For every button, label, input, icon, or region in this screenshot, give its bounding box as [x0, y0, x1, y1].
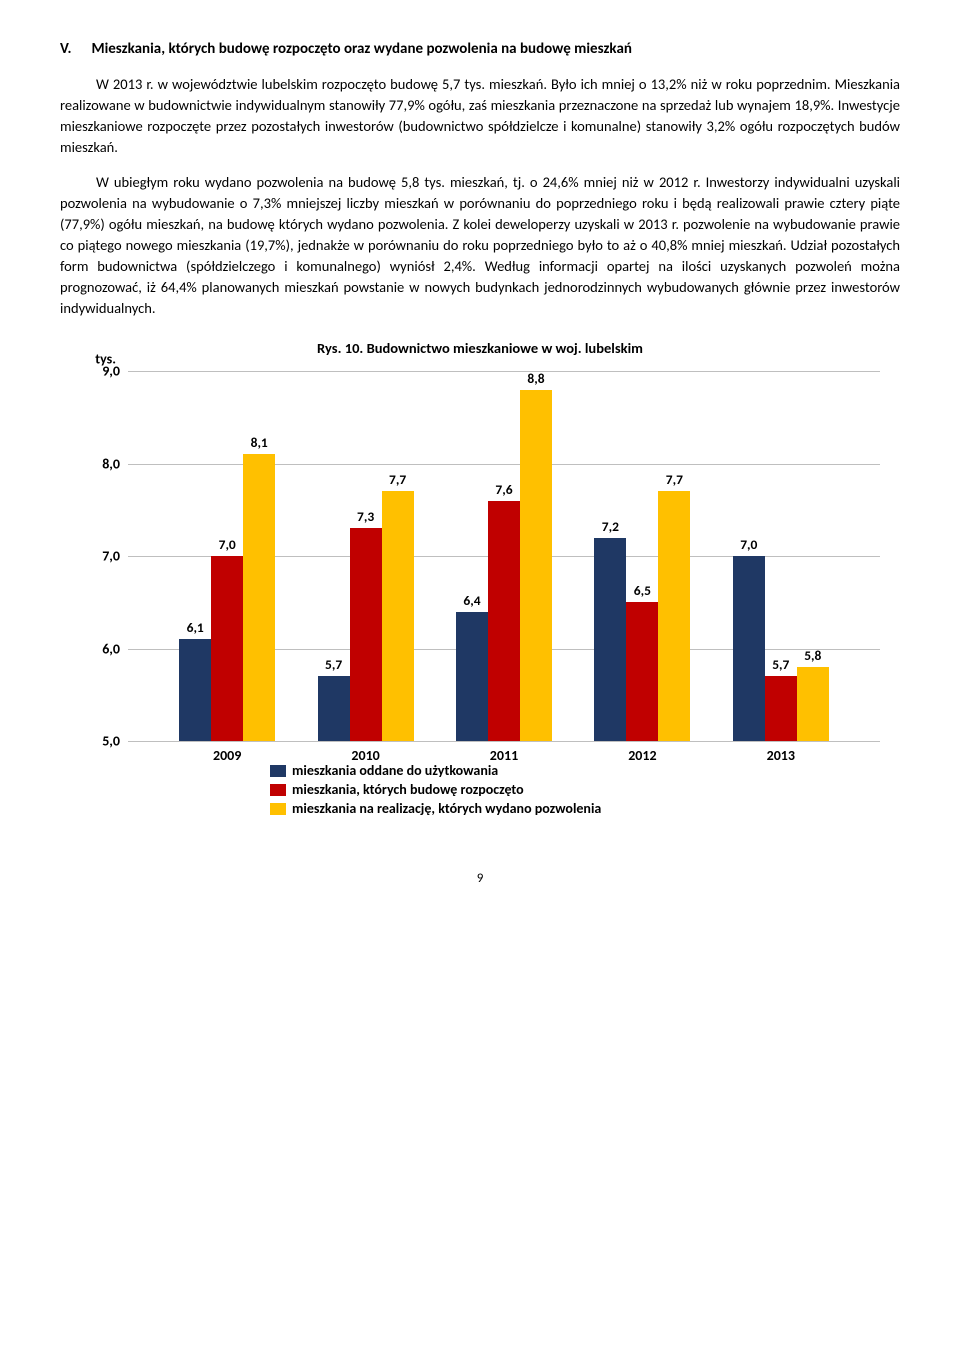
chart: 5,06,07,08,09,0tys.6,17,08,120095,77,37,… — [70, 371, 890, 811]
chart-legend-label: mieszkania, których budowę rozpoczęto — [292, 781, 524, 798]
chart-bar: 7,0 — [733, 556, 765, 741]
section-header: V. Mieszkania, których budowę rozpoczęto… — [60, 40, 900, 58]
chart-legend-label: mieszkania na realizację, których wydano… — [292, 800, 601, 817]
chart-x-tick-label: 2012 — [594, 747, 690, 764]
chart-bar: 5,7 — [318, 676, 350, 741]
chart-bar-label: 7,2 — [602, 518, 619, 535]
chart-bar: 5,7 — [765, 676, 797, 741]
chart-bar: 7,2 — [594, 538, 626, 742]
chart-bar: 7,6 — [488, 501, 520, 742]
chart-bar-group: 7,26,57,72012 — [594, 371, 690, 741]
chart-bar: 7,7 — [658, 491, 690, 741]
chart-legend-item: mieszkania oddane do użytkowania — [270, 762, 601, 779]
chart-bar: 8,8 — [520, 390, 552, 742]
chart-bar-label: 7,0 — [219, 536, 236, 553]
chart-legend-swatch — [270, 803, 286, 815]
chart-bar-label: 8,8 — [527, 370, 544, 387]
chart-plot-area: 5,06,07,08,09,0tys.6,17,08,120095,77,37,… — [128, 371, 880, 741]
chart-legend-item: mieszkania, których budowę rozpoczęto — [270, 781, 601, 798]
chart-bar-label: 7,3 — [357, 508, 374, 525]
chart-bar-label: 7,7 — [389, 471, 406, 488]
chart-y-tick-label: 6,0 — [102, 640, 120, 657]
chart-bar-label: 6,1 — [187, 619, 204, 636]
chart-bar-label: 7,6 — [495, 481, 512, 498]
chart-y-tick-label: 5,0 — [102, 733, 120, 750]
chart-bar-group: 6,17,08,12009 — [179, 371, 275, 741]
chart-bar: 8,1 — [243, 454, 275, 741]
chart-bar-label: 7,7 — [666, 471, 683, 488]
chart-bar-label: 5,8 — [804, 647, 821, 664]
chart-bar-group: 7,05,75,82013 — [733, 371, 829, 741]
chart-bar: 5,8 — [797, 667, 829, 741]
chart-bar: 7,3 — [350, 528, 382, 741]
chart-bar: 6,4 — [456, 612, 488, 742]
chart-y-tick-label: 7,0 — [102, 548, 120, 565]
chart-bar-label: 6,5 — [634, 582, 651, 599]
paragraph-1: W 2013 r. w województwie lubelskim rozpo… — [60, 74, 900, 158]
section-number: V. — [60, 40, 71, 58]
chart-x-tick-label: 2013 — [733, 747, 829, 764]
chart-bar: 6,5 — [626, 602, 658, 741]
chart-y-unit: tys. — [95, 351, 116, 368]
chart-bar-label: 8,1 — [251, 434, 268, 451]
chart-gridline — [128, 741, 880, 742]
chart-legend-label: mieszkania oddane do użytkowania — [292, 762, 498, 779]
chart-bar-group: 6,47,68,82011 — [456, 371, 552, 741]
chart-legend: mieszkania oddane do użytkowania mieszkan… — [270, 760, 601, 817]
chart-y-tick-label: 8,0 — [102, 455, 120, 472]
chart-bar: 6,1 — [179, 639, 211, 741]
chart-bar-label: 6,4 — [463, 592, 480, 609]
chart-x-tick-label: 2009 — [179, 747, 275, 764]
chart-bar-label: 5,7 — [325, 656, 342, 673]
chart-bar: 7,0 — [211, 556, 243, 741]
chart-legend-swatch — [270, 765, 286, 777]
chart-title: Rys. 10. Budownictwo mieszkaniowe w woj.… — [60, 339, 900, 357]
chart-bar-label: 5,7 — [772, 656, 789, 673]
chart-legend-swatch — [270, 784, 286, 796]
chart-bar-group: 5,77,37,72010 — [318, 371, 414, 741]
page-number: 9 — [60, 871, 900, 886]
chart-bar-label: 7,0 — [740, 536, 757, 553]
chart-bar: 7,7 — [382, 491, 414, 741]
section-title: Mieszkania, których budowę rozpoczęto or… — [91, 40, 631, 58]
chart-legend-item: mieszkania na realizację, których wydano… — [270, 800, 601, 817]
paragraph-2: W ubiegłym roku wydano pozwolenia na bud… — [60, 172, 900, 319]
